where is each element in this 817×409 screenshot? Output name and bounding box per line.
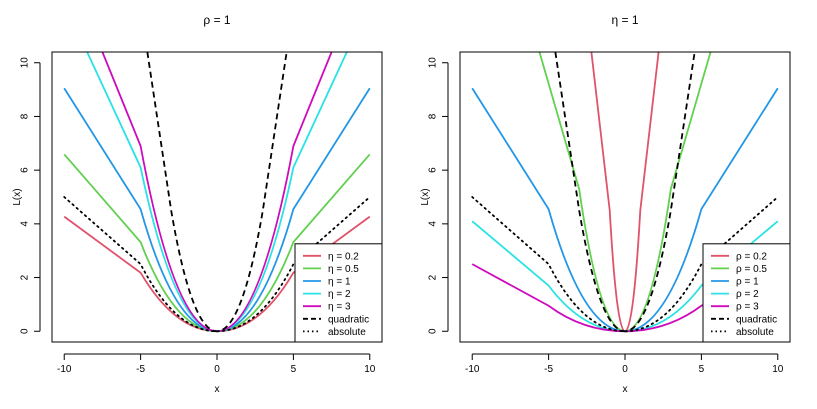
x-tick-label: 5 [699,364,705,375]
series-group [63,52,371,333]
x-axis-label: x [623,384,628,395]
chart-panel-1: ρ = 1 -10 -5 0 5 10 x 0 2 4 6 8 10 L(x) η = 0.2 η = 0.5… [12,13,383,395]
y-tick-label: 4 [20,221,31,227]
series-group [471,52,779,333]
y-axis-label: L(x) [420,188,431,205]
x-tick-label: -5 [136,364,145,375]
series-line [63,196,371,333]
y-tick-label: 8 [428,113,439,119]
legend-label: ρ = 0.5 [736,264,767,275]
legend-label: η = 0.5 [328,264,359,275]
y-tick-label: 6 [428,167,439,173]
legend-label: quadratic [328,314,369,325]
y-tick-label: 10 [428,57,439,69]
legend-label: η = 2 [328,289,351,300]
plot-frame [51,51,383,343]
x-axis-label: x [215,384,220,395]
legend-label: ρ = 3 [736,302,759,313]
legend-label: ρ = 2 [736,289,759,300]
x-axis: -10 -5 0 5 10 [465,353,784,375]
legend-label: η = 1 [328,277,351,288]
y-axis: 0 2 4 6 8 10 [20,57,41,334]
legend-label: η = 3 [328,302,351,313]
y-axis: 0 2 4 6 8 10 [428,57,449,334]
chart-panel-2: η = 1 -10 -5 0 5 10 x 0 2 4 6 8 10 L(x) ρ = 0.2 ρ = 0.5… [420,13,791,395]
x-tick-label: 0 [214,364,220,375]
x-tick-label: -5 [544,364,553,375]
series-line [554,52,696,333]
series-line [538,52,712,333]
x-tick-label: 0 [622,364,628,375]
y-tick-label: 2 [20,274,31,280]
series-line [590,52,660,333]
series-line [471,196,779,333]
legend-label: absolute [736,327,774,338]
legend-label: η = 0.2 [328,251,359,262]
x-tick-label: 10 [772,364,784,375]
x-tick-label: 5 [291,364,297,375]
legend-label: quadratic [736,314,777,325]
y-tick-label: 0 [20,328,31,334]
y-axis-label: L(x) [12,188,23,205]
x-axis: -10 -5 0 5 10 [57,353,376,375]
y-tick-label: 0 [428,328,439,334]
legend-label: ρ = 0.2 [736,251,767,262]
y-tick-label: 2 [428,274,439,280]
plot-frame [459,51,791,343]
legend-label: ρ = 1 [736,277,759,288]
x-tick-label: -10 [57,364,72,375]
chart-title: η = 1 [611,13,638,27]
x-tick-label: -10 [465,364,480,375]
series-line [146,52,288,333]
y-tick-label: 6 [20,167,31,173]
chart-title: ρ = 1 [203,13,231,27]
x-tick-label: 10 [364,364,376,375]
y-tick-label: 8 [20,113,31,119]
y-tick-label: 4 [428,221,439,227]
y-tick-label: 10 [20,57,31,69]
legend-label: absolute [328,327,366,338]
